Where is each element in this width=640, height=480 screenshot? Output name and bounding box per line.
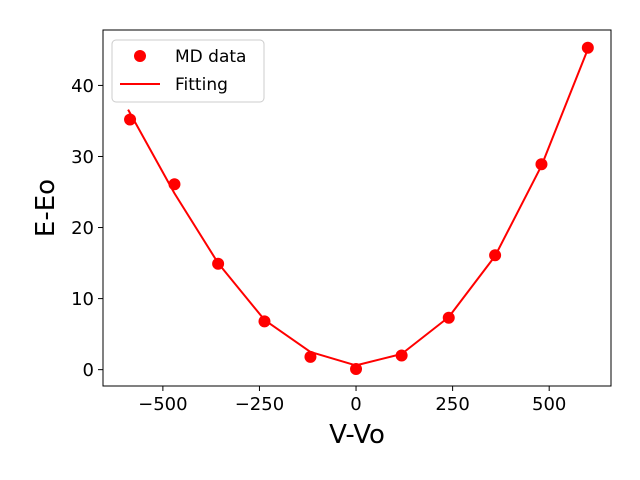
data-point	[350, 362, 363, 375]
axes-frame	[102, 29, 612, 387]
data-point	[395, 349, 408, 362]
data-point	[168, 178, 181, 191]
x-axis-label: V-Vo	[329, 420, 385, 450]
y-tick-label: 10	[71, 289, 94, 310]
data-point	[258, 315, 271, 328]
x-tick-label: 0	[350, 394, 361, 415]
data-point	[304, 350, 317, 363]
y-tick-label: 0	[83, 360, 94, 381]
y-axis: 0 10 20 30 40	[71, 76, 103, 381]
y-tick-label: 20	[71, 218, 94, 239]
data-point	[489, 249, 502, 262]
data-point	[581, 41, 594, 54]
x-axis: −500 −250 0 250 500	[138, 386, 566, 415]
x-tick-label: −500	[138, 394, 187, 415]
data-point	[212, 257, 225, 270]
data-point	[442, 311, 455, 324]
y-axis-label: E-Eo	[31, 179, 61, 237]
x-tick-label: 250	[435, 394, 469, 415]
y-tick-label: 40	[71, 76, 94, 97]
legend-label-md-data: MD data	[175, 47, 246, 67]
x-tick-label: 500	[532, 394, 566, 415]
data-point	[124, 113, 137, 126]
x-tick-label: −250	[235, 394, 284, 415]
y-tick-label: 30	[71, 147, 94, 168]
legend-marker-md-data	[134, 50, 146, 62]
plot-area	[124, 41, 594, 375]
legend-box	[111, 39, 265, 103]
legend: MD data Fitting	[111, 39, 265, 103]
legend-label-fitting: Fitting	[175, 75, 228, 95]
data-point	[535, 158, 548, 171]
